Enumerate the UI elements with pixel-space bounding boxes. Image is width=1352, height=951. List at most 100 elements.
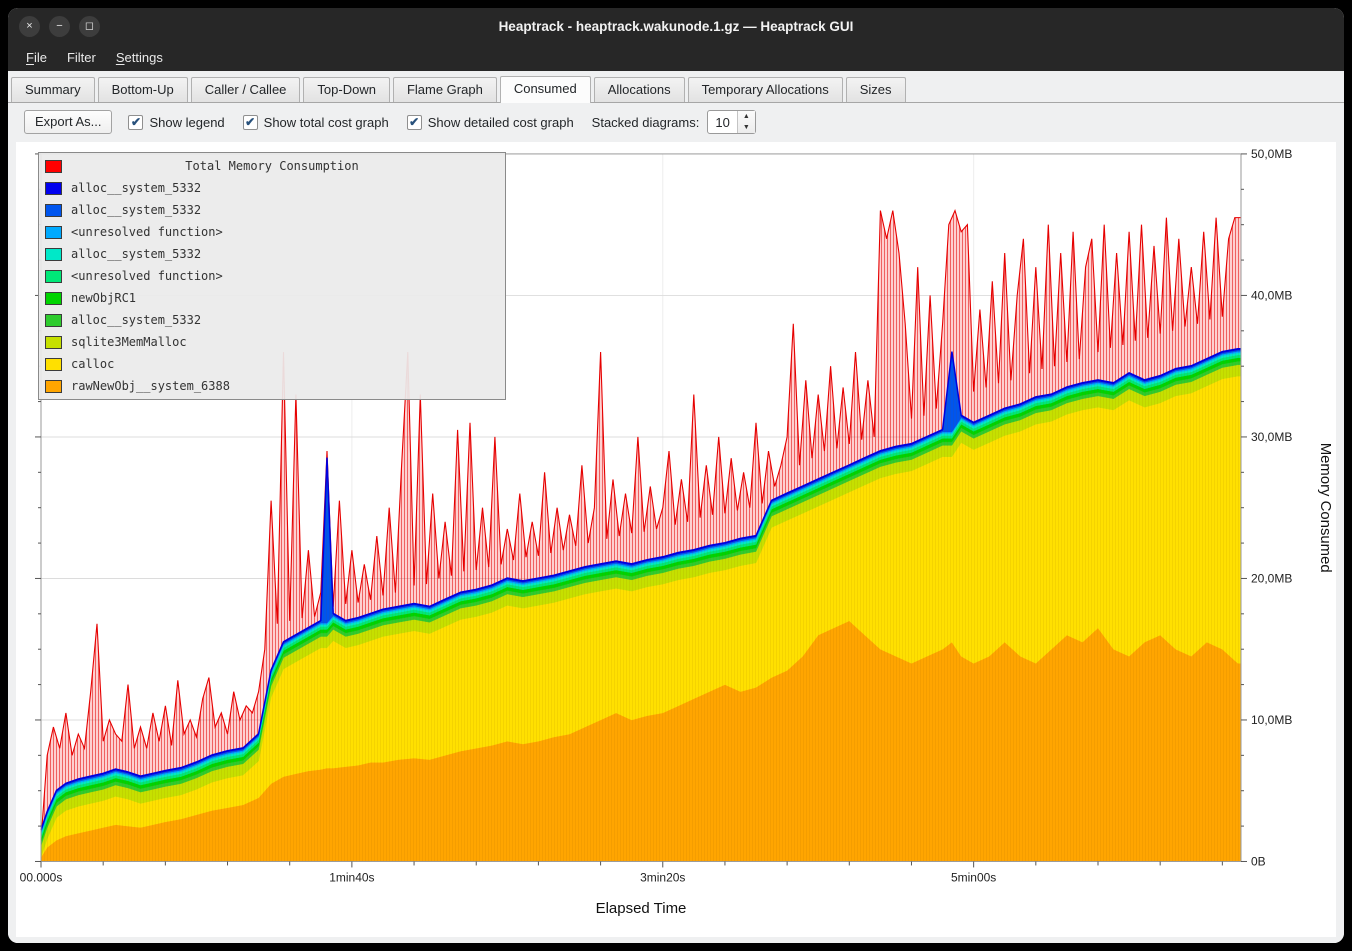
legend-item-total-memory-consumption: Total Memory Consumption	[39, 155, 505, 177]
checkmark-icon: ✔	[130, 115, 142, 129]
close-icon: ×	[26, 19, 33, 32]
y-axis-title: Memory Consumed	[1317, 443, 1334, 573]
chart-title: Total Memory Consumption	[185, 159, 359, 173]
tab-summary[interactable]: Summary	[11, 77, 95, 102]
spinbox-value: 10	[715, 114, 730, 130]
legend-swatch	[45, 335, 62, 349]
stack-texture	[41, 348, 1241, 862]
legend-label: alloc__system_5332	[71, 313, 202, 327]
legend-label: alloc__system_5332	[71, 181, 202, 195]
main-content: Summary Bottom-Up Caller / Callee Top-Down F…	[8, 71, 1344, 943]
checkbox-show-detailed-cost-graph[interactable]: ✔ Show detailed cost graph	[406, 114, 574, 130]
legend-swatch	[45, 269, 62, 283]
checkbox-show-total-cost-graph[interactable]: ✔ Show total cost graph	[242, 114, 389, 130]
svg-text:3min20s: 3min20s	[640, 870, 685, 884]
spinbox-arrows: ▲ ▼	[736, 111, 755, 133]
window-title: Heaptrack - heaptrack.wakunode.1.gz — He…	[498, 18, 854, 34]
spinbox-down-button[interactable]: ▼	[742, 124, 750, 131]
toolbar: Export As... ✔ Show legend ✔ Show total cos…	[8, 103, 1344, 139]
tab-consumed[interactable]: Consumed	[499, 76, 591, 103]
legend-label: alloc__system_5332	[71, 203, 202, 217]
svg-text:10,0MB: 10,0MB	[1251, 713, 1292, 727]
maximize-icon: ◻	[84, 19, 95, 32]
legend-swatch	[45, 203, 62, 217]
legend-swatch	[45, 379, 62, 393]
legend-label: alloc__system_5332	[71, 247, 202, 261]
export-as-button[interactable]: Export As...	[24, 110, 113, 134]
stacked-diagrams-label: Stacked diagrams:	[591, 114, 700, 130]
legend-item-alloc-system-5332: alloc__system_5332	[39, 243, 505, 265]
menu-file[interactable]: File	[26, 50, 47, 65]
legend-item-sqlite3memmalloc: sqlite3MemMalloc	[39, 331, 505, 353]
legend-swatch	[45, 225, 62, 239]
tab-caller-callee[interactable]: Caller / Callee	[190, 77, 301, 102]
close-button[interactable]: ×	[19, 15, 40, 37]
checkbox-label: Show legend	[149, 114, 225, 130]
svg-text:30,0MB: 30,0MB	[1251, 430, 1292, 444]
checkbox-group: ✔ Show legend ✔ Show total cost graph ✔ Show …	[128, 114, 574, 130]
checkbox-show-legend[interactable]: ✔ Show legend	[128, 114, 225, 130]
axis-labels: 0B 10,0MB 20,0MB 30,0MB 40,0MB 50,0MB 00.000s 1…	[20, 147, 1293, 884]
stacked-series	[40, 348, 1242, 862]
legend-swatch	[45, 313, 62, 327]
svg-text:1min40s: 1min40s	[329, 870, 374, 884]
stack-top-line	[40, 348, 1241, 831]
minimize-button[interactable]: −	[49, 15, 70, 37]
minimize-icon: −	[56, 19, 63, 32]
checkbox-box: ✔	[128, 114, 144, 130]
checkbox-label: Show detailed cost graph	[427, 114, 574, 130]
tab-bottom-up[interactable]: Bottom-Up	[97, 77, 188, 102]
axis-ticks	[35, 153, 1247, 868]
legend-item-alloc-system-5332: alloc__system_5332	[39, 309, 505, 331]
svg-text:20,0MB: 20,0MB	[1251, 571, 1292, 585]
legend-swatch	[45, 159, 62, 173]
svg-text:5min00s: 5min00s	[951, 870, 996, 884]
legend-label: sqlite3MemMalloc	[71, 335, 187, 349]
chart-legend: Total Memory Consumption alloc__system_53…	[38, 152, 506, 400]
legend-item-rawnewobj-system-6388: rawNewObj__system_6388	[39, 375, 505, 397]
legend-label: rawNewObj__system_6388	[71, 379, 230, 393]
svg-text:50,0MB: 50,0MB	[1251, 147, 1292, 161]
checkbox-label: Show total cost graph	[263, 114, 389, 130]
total-memory-line	[40, 208, 1241, 841]
tab-allocations[interactable]: Allocations	[593, 77, 685, 102]
menubar: File Filter Settings	[8, 44, 1344, 71]
menu-filter[interactable]: Filter	[66, 50, 96, 65]
svg-text:00.000s: 00.000s	[20, 870, 63, 884]
titlebar: × − ◻ Heaptrack - heaptrack.wakunode.1.g…	[8, 8, 1344, 44]
window-controls: × − ◻	[19, 8, 100, 44]
legend-swatch	[45, 181, 62, 195]
legend-swatch	[45, 357, 62, 371]
legend-item-alloc-system-5332: alloc__system_5332	[39, 199, 505, 221]
tab-temporary-allocations[interactable]: Temporary Allocations	[687, 77, 843, 102]
tab-sizes[interactable]: Sizes	[845, 77, 906, 102]
checkbox-box: ✔	[406, 114, 422, 130]
legend-swatch	[45, 291, 62, 305]
checkmark-icon: ✔	[409, 115, 420, 129]
memory-consumption-chart[interactable]: 0B 10,0MB 20,0MB 30,0MB 40,0MB 50,0MB 00.000s 1…	[16, 142, 1336, 937]
legend-label: <unresolved function>	[71, 269, 223, 283]
spinbox-up-button[interactable]: ▲	[742, 113, 750, 120]
legend-item-unresolved-function: <unresolved function>	[39, 265, 505, 287]
legend-item-newobjrc1: newObjRC1	[39, 287, 505, 309]
checkbox-box: ✔	[242, 114, 258, 130]
legend-label: calloc	[71, 357, 115, 371]
window-frame: × − ◻ Heaptrack - heaptrack.wakunode.1.g…	[8, 8, 1344, 943]
legend-label: <unresolved function>	[71, 225, 223, 239]
svg-text:40,0MB: 40,0MB	[1251, 288, 1292, 302]
legend-label: newObjRC1	[71, 291, 137, 305]
chart-area: Total Memory Consumption alloc__system_53…	[16, 142, 1336, 937]
tabbar: Summary Bottom-Up Caller / Callee Top-Down F…	[8, 71, 1344, 103]
menu-settings[interactable]: Settings	[115, 50, 163, 65]
legend-swatch	[45, 247, 62, 261]
maximize-button[interactable]: ◻	[79, 15, 100, 37]
x-axis-title: Elapsed Time	[596, 900, 687, 917]
stacked-diagrams-spinbox[interactable]: 10 ▲ ▼	[707, 110, 756, 134]
tab-flame-graph[interactable]: Flame Graph	[392, 77, 497, 102]
checkmark-icon: ✔	[245, 115, 256, 129]
legend-item-calloc: calloc	[39, 353, 505, 375]
legend-item-alloc-system-5332: alloc__system_5332	[39, 177, 505, 199]
legend-item-unresolved-function: <unresolved function>	[39, 221, 505, 243]
tab-top-down[interactable]: Top-Down	[303, 77, 390, 102]
